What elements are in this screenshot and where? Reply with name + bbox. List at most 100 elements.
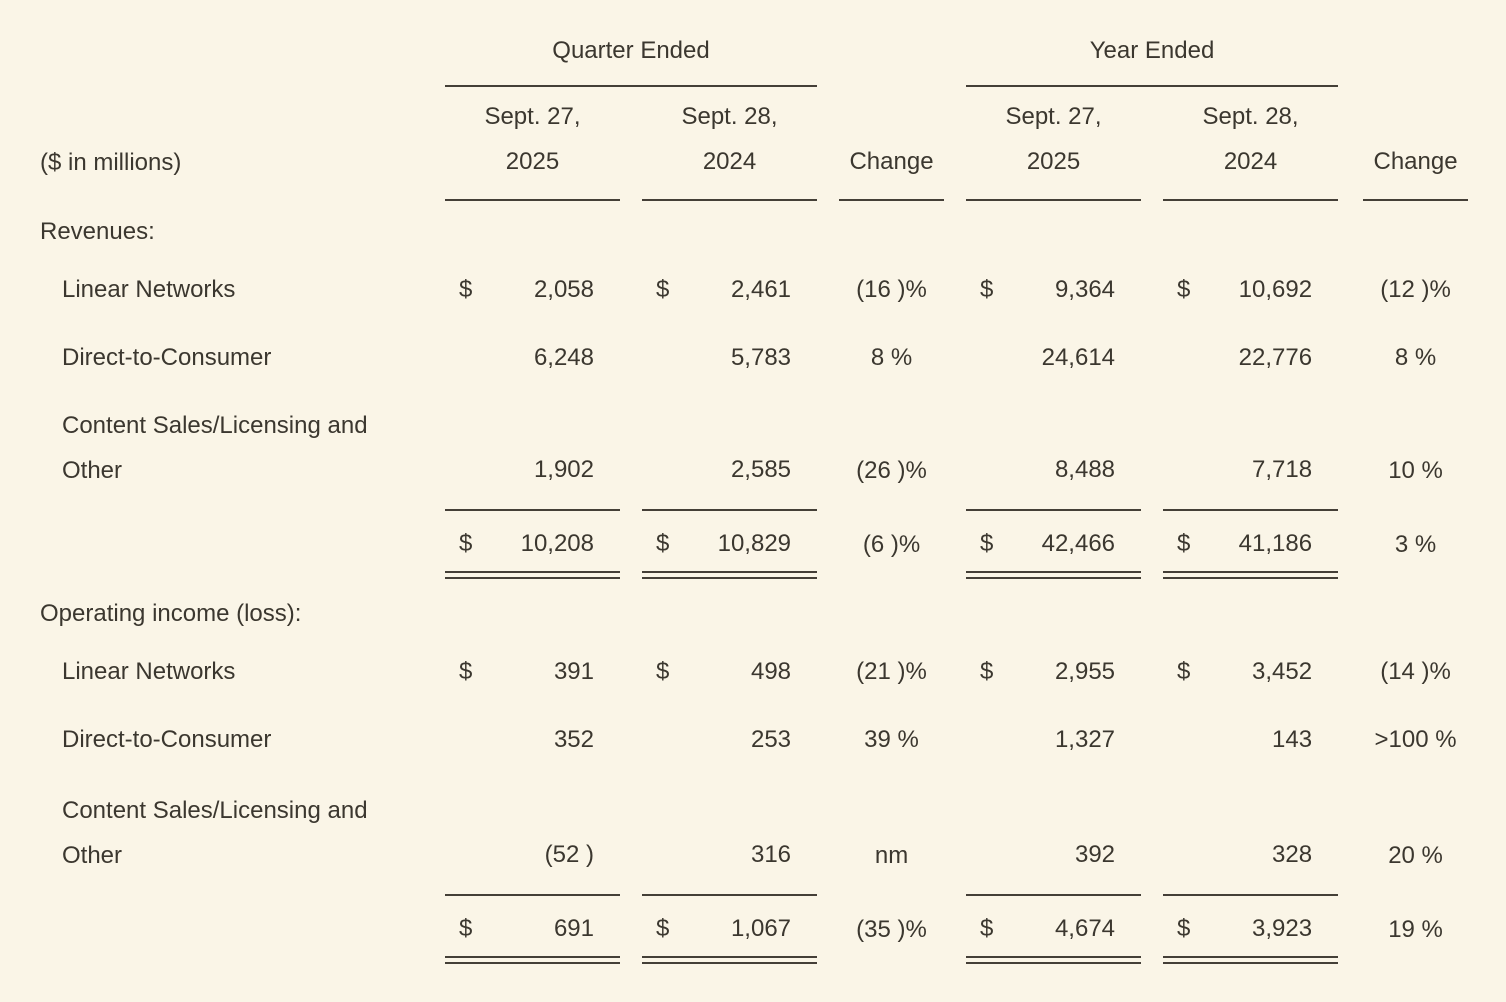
q-change-value: 39 % <box>864 725 919 753</box>
y24-dollar <box>1163 770 1193 895</box>
y-change-value: 10 % <box>1388 457 1443 485</box>
y-change-value: >100 % <box>1374 725 1457 753</box>
y24-dollar <box>1163 388 1193 510</box>
table-row-linear-networks: Linear Networks $ 2,058 $ 2,461 (16 )% $… <box>40 252 1468 320</box>
q24-value: 2,461 <box>730 275 792 303</box>
y24-dollar <box>1163 320 1193 388</box>
row-label: Linear Networks <box>62 275 236 303</box>
y-change-value: (12 )% <box>1380 275 1451 303</box>
q25-dollar <box>445 320 475 388</box>
y24-value: 143 <box>1272 725 1313 753</box>
y25-dollar <box>966 388 996 510</box>
q25-dollar: $ <box>459 275 473 303</box>
financial-table: Quarter Ended Year Ended ($ in millions)… <box>40 28 1469 964</box>
y25-dollar <box>966 320 996 388</box>
row-label: Content Sales/Licensing and Other <box>62 411 368 485</box>
table-row-operating-income-total: $ 691 $ 1,067 (35 )% $ 4,674 $ 3,923 19 … <box>40 894 1468 958</box>
table-row-content-sales: Content Sales/Licensing and Other 1,902 … <box>40 388 1468 510</box>
y24-dollar <box>1163 702 1193 770</box>
y24-value: 10,692 <box>1238 275 1313 303</box>
row-label: Linear Networks <box>62 657 236 685</box>
q25-value: 2,058 <box>533 275 594 303</box>
y25-value: 2,955 <box>1054 657 1116 685</box>
q24-value: 10,829 <box>672 509 818 573</box>
table-row-revenues-total: $ 10,208 $ 10,829 (6 )% $ 42,466 $ 41,18… <box>40 509 1468 573</box>
q24-dollar: $ <box>656 657 670 685</box>
q-change-value: (26 )% <box>856 457 927 485</box>
col-header-quarter-change: Change <box>839 86 945 201</box>
q24-value: 316 <box>750 841 792 869</box>
y24-dollar: $ <box>1177 657 1191 685</box>
q-change-value: 8 % <box>870 343 913 371</box>
q24-dollar: $ <box>656 275 670 303</box>
y25-dollar: $ <box>966 509 997 573</box>
y25-value: 9,364 <box>1054 275 1116 303</box>
y25-value: 24,614 <box>1041 343 1116 371</box>
y25-value: 1,327 <box>1054 725 1116 753</box>
table-row-direct-to-consumer: Direct-to-Consumer 6,248 5,783 8 % 24,61… <box>40 320 1468 388</box>
double-rule-row <box>40 957 1468 964</box>
col-header-year-2025: Sept. 27, 2025 <box>966 86 1142 201</box>
y25-value: 4,674 <box>996 894 1142 958</box>
y25-dollar <box>966 702 996 770</box>
y24-value: 3,452 <box>1251 657 1313 685</box>
section-title-revenues: Revenues: <box>40 218 155 245</box>
y25-dollar: $ <box>980 275 994 303</box>
q25-value: 10,208 <box>475 509 620 573</box>
q24-value: 2,585 <box>730 456 792 484</box>
q24-dollar <box>642 702 672 770</box>
y24-value: 328 <box>1272 841 1313 869</box>
q24-value: 1,067 <box>672 894 818 958</box>
q24-dollar: $ <box>642 894 672 958</box>
q-change-value: (6 )% <box>862 530 921 558</box>
col-header-year-2024: Sept. 28, 2024 <box>1163 86 1339 201</box>
q25-value: 1,902 <box>533 456 594 484</box>
group-header-row: Quarter Ended Year Ended <box>40 28 1468 87</box>
section-title-row: Operating income (loss): <box>40 578 1468 634</box>
q24-dollar: $ <box>642 509 672 573</box>
y24-dollar: $ <box>1177 275 1191 303</box>
section-title-operating-income: Operating income (loss): <box>40 600 302 627</box>
y24-dollar: $ <box>1163 894 1194 958</box>
q-change-value: (16 )% <box>856 275 927 303</box>
q25-dollar <box>445 770 475 895</box>
q25-value: 391 <box>553 657 594 685</box>
y25-value: 8,488 <box>1054 456 1116 484</box>
y25-dollar <box>966 770 996 895</box>
column-header-row: ($ in millions) Sept. 27, 2025 Sept. 28, 2… <box>40 86 1469 201</box>
y-change-value: (14 )% <box>1380 657 1451 685</box>
year-ended-header: Year Ended <box>966 28 1339 87</box>
q24-value: 253 <box>750 725 792 753</box>
col-header-year-change: Change <box>1363 86 1469 201</box>
y24-value: 41,186 <box>1193 509 1339 573</box>
y25-dollar: $ <box>980 657 994 685</box>
q-change-value: (35 )% <box>856 915 927 943</box>
section-title-row: Revenues: <box>40 200 1468 252</box>
y25-value: 392 <box>1074 841 1116 869</box>
double-rule-row <box>40 572 1468 579</box>
q-change-value: (21 )% <box>856 657 927 685</box>
q25-dollar <box>445 388 475 510</box>
q24-dollar <box>642 770 672 895</box>
q25-value: 691 <box>475 894 620 958</box>
y25-value: 42,466 <box>996 509 1142 573</box>
q25-value: (52 ) <box>544 841 594 869</box>
quarter-ended-header: Quarter Ended <box>445 28 818 87</box>
row-label: Direct-to-Consumer <box>62 343 272 371</box>
row-label: Content Sales/Licensing and Other <box>62 796 368 870</box>
y25-dollar: $ <box>966 894 997 958</box>
unit-note: ($ in millions) <box>40 149 182 176</box>
row-label: Direct-to-Consumer <box>62 725 272 753</box>
q25-dollar: $ <box>445 894 475 958</box>
table-row-direct-to-consumer: Direct-to-Consumer 352 253 39 % 1,327 14… <box>40 702 1468 770</box>
y24-value: 22,776 <box>1238 343 1313 371</box>
table-row-linear-networks: Linear Networks $ 391 $ 498 (21 )% $ 2,9… <box>40 634 1468 702</box>
table-row-content-sales: Content Sales/Licensing and Other (52 ) … <box>40 770 1468 895</box>
page: Quarter Ended Year Ended ($ in millions)… <box>40 28 1469 964</box>
y-change-value: 19 % <box>1388 915 1443 943</box>
y24-value: 7,718 <box>1251 456 1313 484</box>
y24-dollar: $ <box>1163 509 1194 573</box>
y-change-value: 8 % <box>1394 343 1437 371</box>
q24-dollar <box>642 388 672 510</box>
y24-value: 3,923 <box>1193 894 1339 958</box>
